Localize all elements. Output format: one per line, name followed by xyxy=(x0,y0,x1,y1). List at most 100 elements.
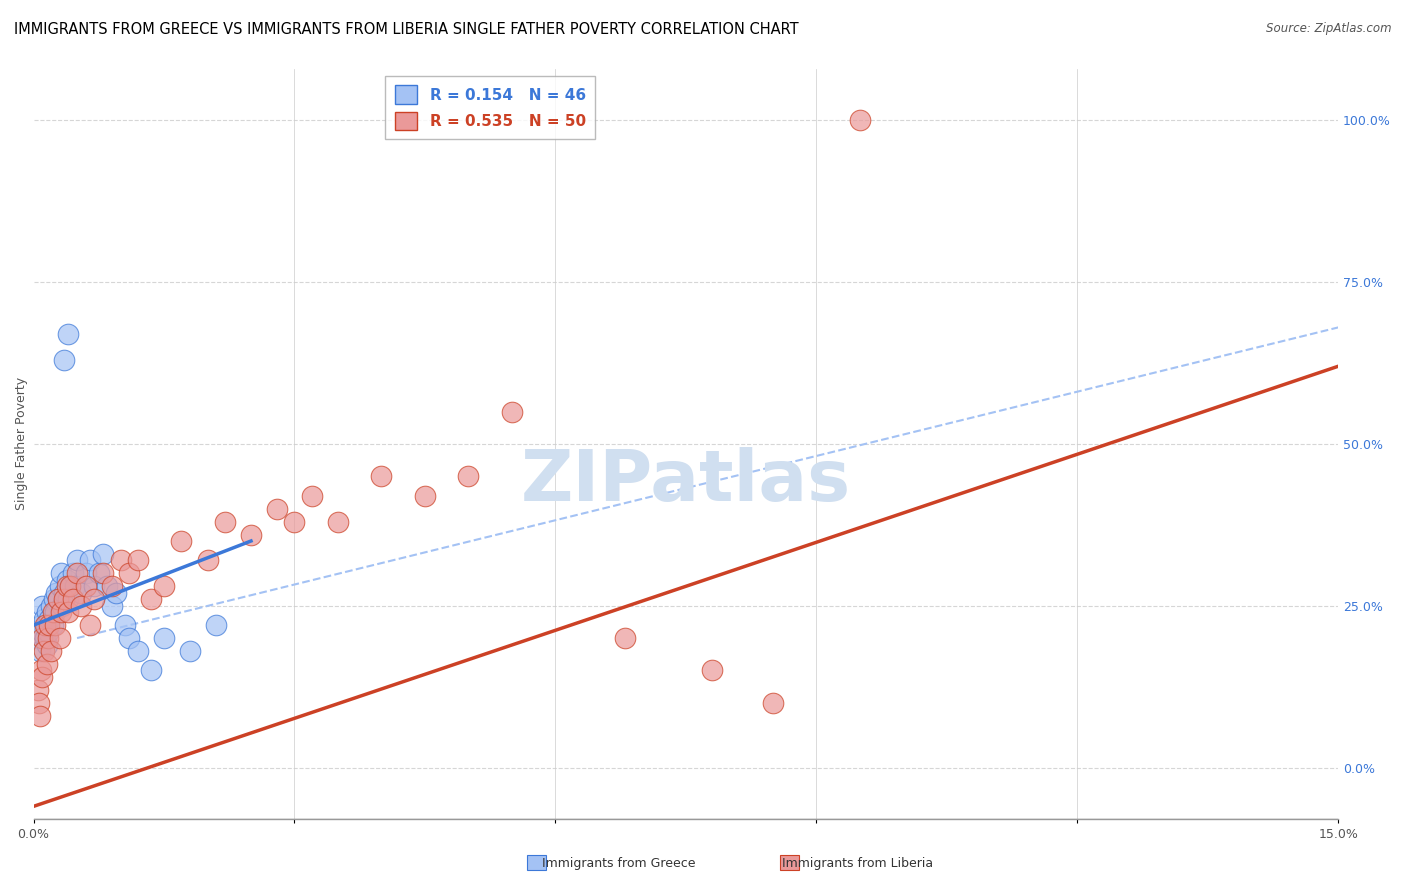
Point xyxy=(91,566,114,581)
Point xyxy=(153,579,176,593)
Point xyxy=(34,631,56,645)
Point xyxy=(96,579,118,593)
Point xyxy=(66,553,89,567)
Point xyxy=(762,696,785,710)
Point xyxy=(62,592,84,607)
Point xyxy=(413,489,436,503)
Point xyxy=(205,618,228,632)
Point xyxy=(614,631,637,645)
Point xyxy=(326,515,349,529)
Point xyxy=(214,515,236,529)
Point xyxy=(27,631,49,645)
Point xyxy=(101,579,124,593)
Point xyxy=(75,579,97,593)
Point xyxy=(65,579,87,593)
Point xyxy=(101,599,124,613)
Point xyxy=(35,657,58,671)
Point xyxy=(35,618,58,632)
Point xyxy=(59,579,82,593)
Point xyxy=(139,592,162,607)
Point xyxy=(41,618,63,632)
Point xyxy=(37,631,59,645)
Point xyxy=(31,670,53,684)
Point xyxy=(53,352,76,367)
Point xyxy=(31,624,53,639)
Point xyxy=(127,553,149,567)
Text: Source: ZipAtlas.com: Source: ZipAtlas.com xyxy=(1267,22,1392,36)
Point xyxy=(114,618,136,632)
Point xyxy=(91,547,114,561)
Point xyxy=(700,664,723,678)
Point xyxy=(35,605,58,619)
Point xyxy=(44,618,66,632)
Point xyxy=(110,553,132,567)
Point xyxy=(83,579,105,593)
Point xyxy=(41,605,63,619)
Point xyxy=(48,631,70,645)
Point xyxy=(170,533,193,548)
Text: Immigrants from Liberia: Immigrants from Liberia xyxy=(782,856,934,870)
Point xyxy=(44,605,66,619)
Point xyxy=(70,586,93,600)
Point xyxy=(32,644,55,658)
Point xyxy=(240,527,263,541)
Point xyxy=(301,489,323,503)
Point xyxy=(46,592,69,607)
Point xyxy=(34,618,56,632)
Point xyxy=(30,618,52,632)
Legend: R = 0.154   N = 46, R = 0.535   N = 50: R = 0.154 N = 46, R = 0.535 N = 50 xyxy=(385,76,595,139)
Point xyxy=(53,592,76,607)
Point xyxy=(139,664,162,678)
Point xyxy=(55,579,77,593)
Point xyxy=(79,553,101,567)
Point xyxy=(370,469,392,483)
Point xyxy=(83,592,105,607)
Point xyxy=(55,573,77,587)
Point xyxy=(179,644,201,658)
Point xyxy=(51,599,73,613)
Point xyxy=(266,501,288,516)
Text: Immigrants from Greece: Immigrants from Greece xyxy=(541,856,696,870)
Point xyxy=(38,618,60,632)
Point xyxy=(39,599,62,613)
Point xyxy=(28,696,51,710)
Point xyxy=(51,566,73,581)
Text: IMMIGRANTS FROM GREECE VS IMMIGRANTS FROM LIBERIA SINGLE FATHER POVERTY CORRELAT: IMMIGRANTS FROM GREECE VS IMMIGRANTS FRO… xyxy=(14,22,799,37)
Point xyxy=(118,631,141,645)
Point xyxy=(38,612,60,626)
Point xyxy=(37,624,59,639)
Point xyxy=(53,586,76,600)
Point xyxy=(66,566,89,581)
Point xyxy=(28,644,51,658)
Point xyxy=(39,644,62,658)
Point xyxy=(59,579,82,593)
Point xyxy=(62,566,84,581)
Point xyxy=(48,579,70,593)
Point xyxy=(45,586,67,600)
Point xyxy=(75,566,97,581)
Point xyxy=(105,586,128,600)
Point xyxy=(70,599,93,613)
Point xyxy=(37,638,59,652)
Point xyxy=(31,631,53,645)
Point xyxy=(197,553,219,567)
Point xyxy=(283,515,305,529)
Point xyxy=(79,618,101,632)
Point xyxy=(58,605,80,619)
Point xyxy=(118,566,141,581)
Point xyxy=(58,326,80,341)
Point xyxy=(31,599,53,613)
Y-axis label: Single Father Poverty: Single Father Poverty xyxy=(15,377,28,510)
Point xyxy=(51,605,73,619)
Point xyxy=(30,664,52,678)
Point xyxy=(46,592,69,607)
Point xyxy=(27,682,49,697)
Point xyxy=(849,113,872,128)
Point xyxy=(127,644,149,658)
Point xyxy=(28,708,51,723)
Point xyxy=(32,612,55,626)
Text: ZIPatlas: ZIPatlas xyxy=(520,447,851,516)
Point xyxy=(153,631,176,645)
Point xyxy=(457,469,479,483)
Point xyxy=(42,592,65,607)
